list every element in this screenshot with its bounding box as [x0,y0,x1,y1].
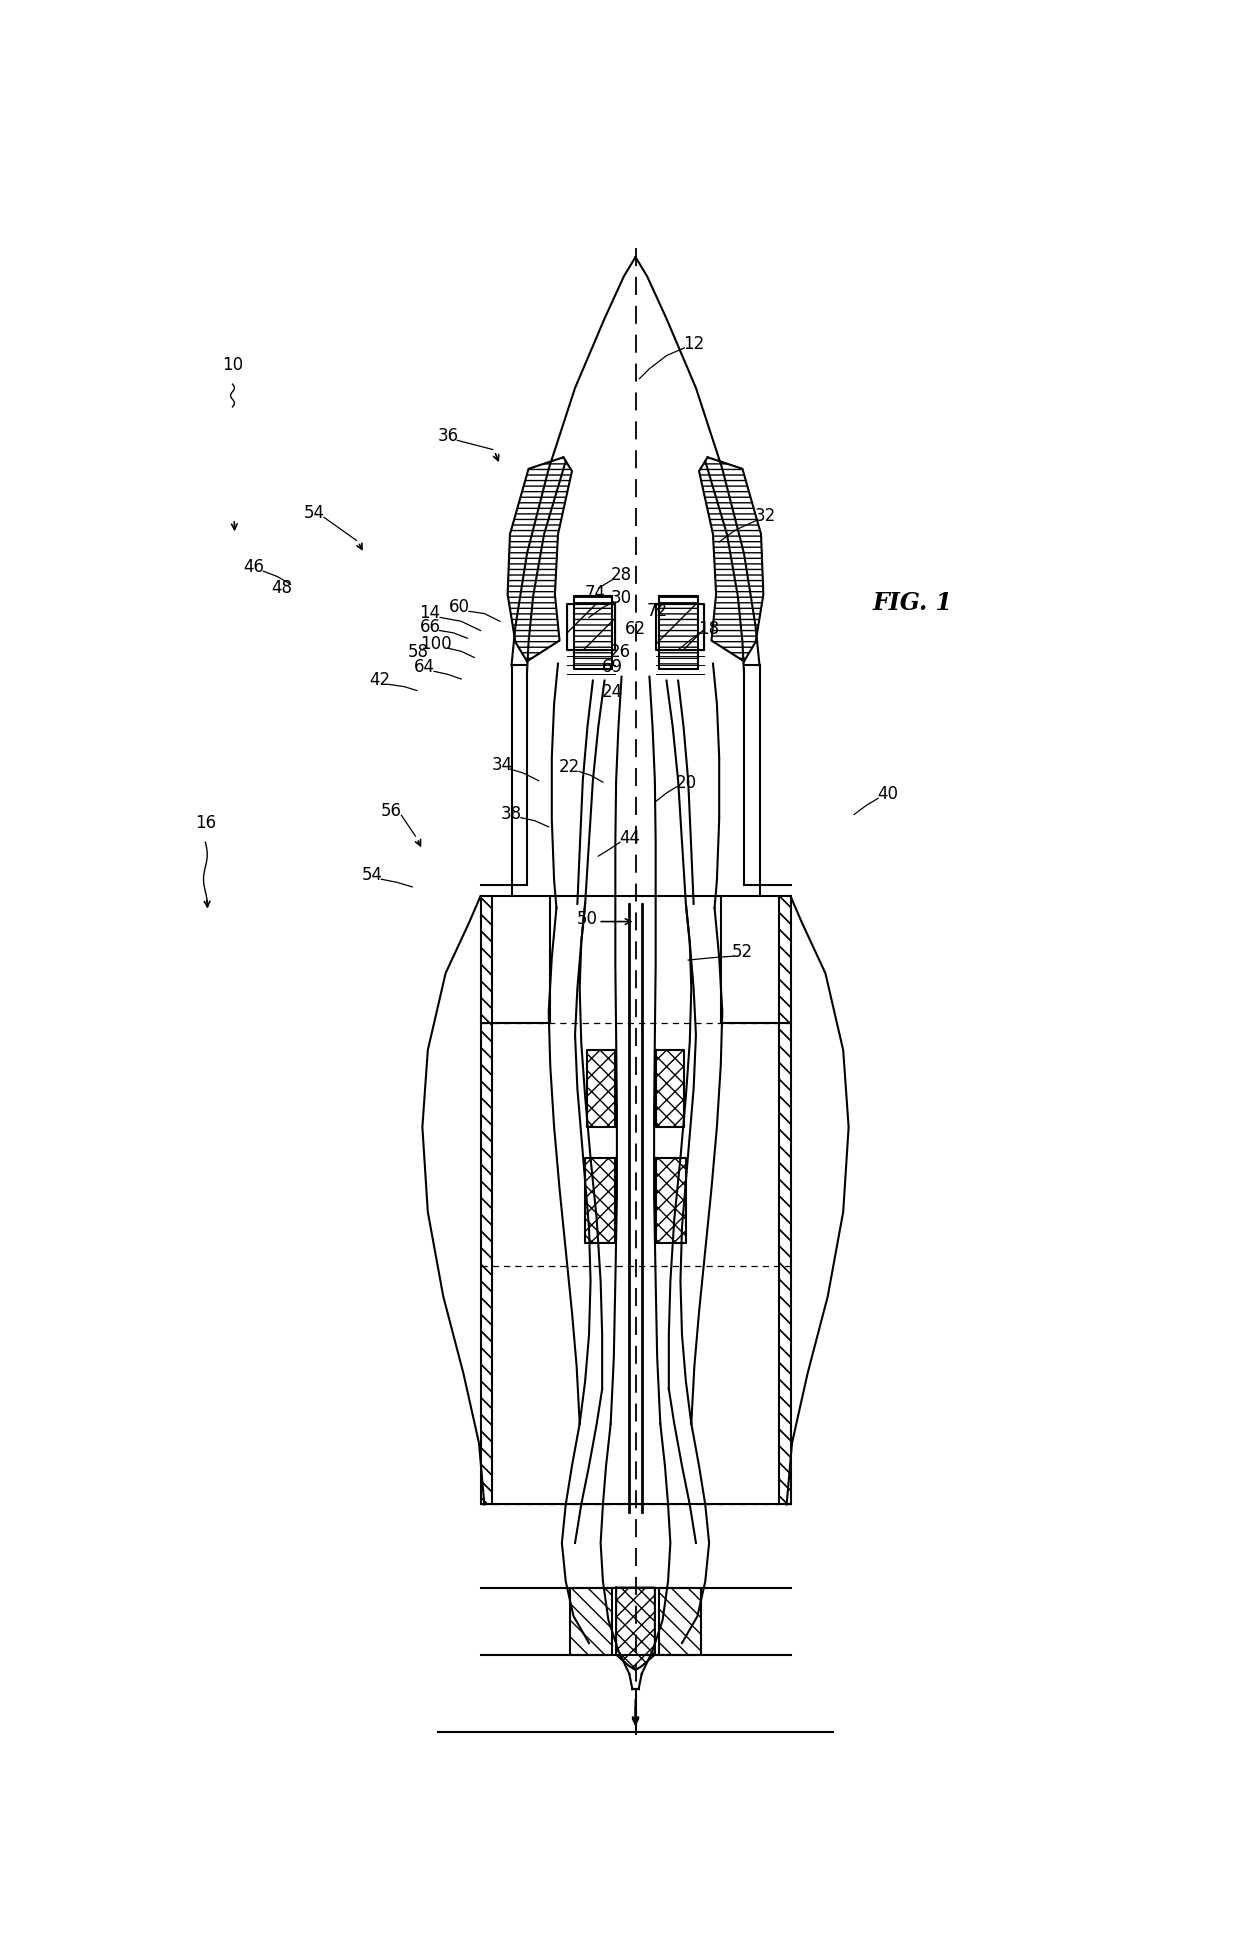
Text: 56: 56 [381,802,402,820]
Text: 26: 26 [609,642,631,661]
Text: 62: 62 [625,620,646,638]
Text: 18: 18 [698,620,719,638]
Text: 100: 100 [420,634,453,654]
Text: 69: 69 [601,658,622,675]
Text: FIG. 1: FIG. 1 [873,591,954,614]
Text: 22: 22 [559,757,580,777]
Text: 60: 60 [449,599,470,616]
Text: 20: 20 [676,773,697,791]
Text: 28: 28 [611,566,632,583]
Text: 54: 54 [304,505,325,523]
Text: 34: 34 [491,755,513,773]
Text: 46: 46 [244,558,264,575]
Text: 10: 10 [222,356,243,374]
Text: 66: 66 [419,616,440,636]
Text: 14: 14 [419,605,440,622]
Text: 64: 64 [414,658,435,675]
Text: 38: 38 [501,804,522,822]
Text: 40: 40 [877,785,898,802]
Text: 72: 72 [646,603,668,620]
Text: 12: 12 [683,335,704,352]
Text: 48: 48 [270,579,291,597]
Text: 24: 24 [601,683,622,701]
Text: 30: 30 [611,589,632,607]
Text: 44: 44 [619,830,640,847]
Text: 58: 58 [408,642,429,661]
Text: 54: 54 [362,865,382,885]
Text: 42: 42 [370,671,391,689]
Text: 16: 16 [195,814,216,832]
Text: 32: 32 [755,507,776,524]
Text: 52: 52 [732,943,753,961]
Text: 74: 74 [585,583,605,603]
Text: 36: 36 [438,427,459,444]
Text: 50: 50 [577,910,598,928]
